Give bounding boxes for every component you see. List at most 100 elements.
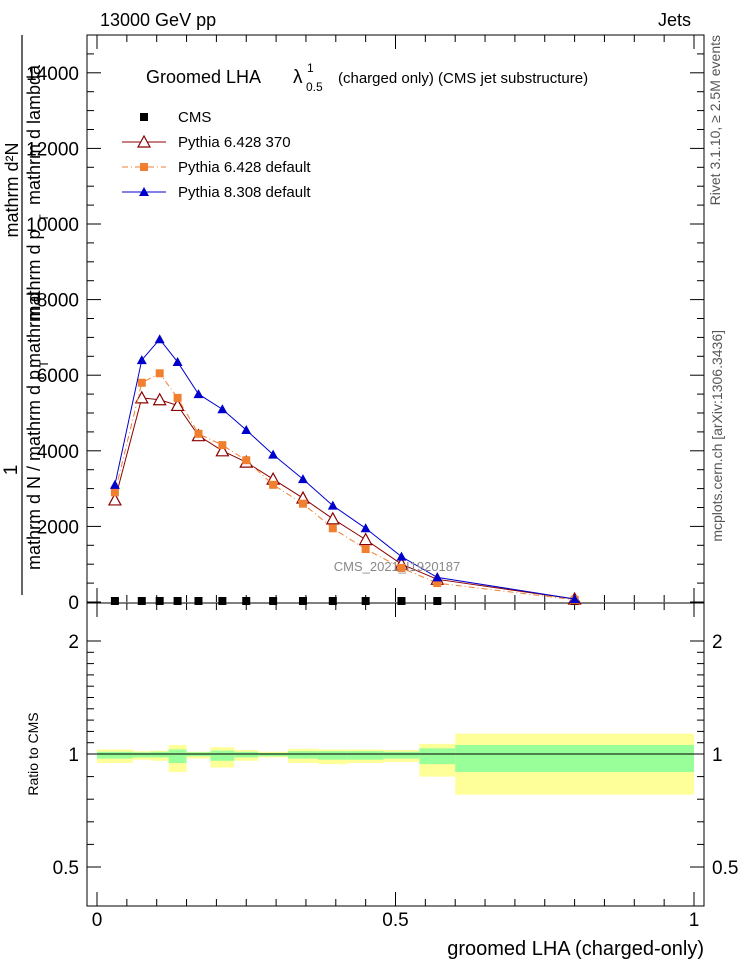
main-axes: 0 2000 4000 6000 8000 10000 12000 14000 [26, 34, 704, 614]
data-point [155, 369, 164, 378]
ratio-uncertainty-bands [97, 733, 694, 795]
ratio-band-inner [132, 752, 151, 758]
data-point [298, 597, 307, 605]
legend-label: Pythia 6.428 370 [178, 134, 291, 151]
data-point [137, 597, 146, 605]
ratio-band-inner [455, 744, 694, 773]
ratio-band-inner [383, 751, 420, 759]
data-point [361, 545, 370, 554]
plot-title-symbol: λ [293, 67, 303, 88]
legend-marker [140, 163, 148, 171]
ratio-ytick-label-right: 2 [712, 632, 723, 653]
data-point [242, 456, 251, 465]
data-point [328, 524, 337, 533]
data-point [297, 474, 308, 484]
ratio-band-inner [234, 751, 259, 758]
ratio-ytick-label-right: 0.5 [712, 858, 738, 879]
legend: CMS Pythia 6.428 370 Pythia 6.428 default P… [122, 109, 311, 201]
plot-title-sup: 1 [307, 61, 314, 75]
ratio-ytick-label: 1 [68, 745, 79, 766]
data-point [397, 563, 406, 572]
data-point [155, 597, 164, 605]
data-point [173, 393, 182, 402]
data-point [137, 378, 146, 387]
data-point [134, 390, 149, 404]
data-point [193, 389, 204, 399]
data-point [241, 425, 252, 435]
data-point [433, 579, 442, 588]
legend-marker [136, 134, 152, 148]
legend-label: Pythia 6.428 default [178, 159, 311, 176]
data-point [327, 500, 338, 510]
plot-title-sub: 0.5 [306, 80, 323, 94]
ratio-ytick-label: 2 [68, 632, 79, 653]
data-point [170, 398, 185, 412]
main-ytick-label: 8000 [37, 291, 79, 312]
ylabel-mid1: mathrm d p [24, 229, 44, 320]
data-point [569, 593, 580, 603]
data-point [154, 334, 165, 344]
ratio-axes: 0.5 0.5 1 1 2 2 0 0.5 1 [53, 603, 738, 931]
data-point [107, 492, 122, 506]
ratio-xtick-label: 0 [92, 910, 103, 931]
mcplots-label: mcplots.cern.ch [arXiv:1306.3436] [709, 330, 725, 542]
ratio-xtick-label: 0.5 [382, 910, 408, 931]
legend-label: CMS [178, 109, 211, 126]
legend-marker [139, 187, 149, 196]
data-point [218, 441, 227, 450]
series-line [114, 372, 575, 601]
data-point [269, 480, 278, 489]
data-point [242, 597, 251, 605]
main-ytick-label: 12000 [26, 139, 79, 160]
ylabel-mid2: mathrm d lambda [24, 64, 44, 205]
data-point [136, 355, 147, 365]
plot-title-main: Groomed LHA [146, 67, 261, 87]
ratio-ytick-label: 0.5 [53, 858, 79, 879]
main-ytick-label: 0 [68, 593, 79, 614]
xlabel: groomed LHA (charged-only) [447, 938, 704, 960]
data-point [215, 443, 230, 457]
data-point [269, 597, 278, 605]
data-point [172, 356, 183, 366]
data-point [358, 532, 373, 546]
data-point [218, 597, 227, 605]
ratio-band-inner [288, 751, 318, 759]
data-point [433, 597, 442, 605]
ylabel-top: mathrm d²N [2, 142, 22, 237]
ratio-band-inner [150, 751, 169, 758]
legend-label: Pythia 8.308 default [178, 184, 311, 201]
data-point [152, 392, 167, 406]
ylabel-frac-prefix: mathrm d [24, 292, 44, 368]
header-right: Jets [658, 10, 691, 30]
data-point [360, 523, 371, 533]
data-point [109, 479, 120, 489]
series-0 [110, 597, 579, 605]
ratio-ylabel: Ratio to CMS [25, 712, 41, 795]
data-point [173, 597, 182, 605]
ratio-band-inner [97, 751, 133, 759]
data-point [328, 597, 337, 605]
data-point [217, 404, 228, 414]
data-point [194, 429, 203, 438]
plot-title: Groomed LHA λ 1 0.5 (charged only) (CMS … [146, 61, 588, 94]
ylabel-bottom1-sub: T [37, 360, 51, 368]
data-point [396, 551, 407, 561]
data-point [325, 511, 340, 525]
main-ytick-label: 2000 [37, 517, 79, 538]
rivet-label: Rivet 3.1.10, ≥ 2.5M events [707, 35, 723, 205]
ratio-band-inner [347, 751, 384, 760]
ratio-band-inner [258, 752, 289, 757]
header-left: 13000 GeV pp [100, 10, 216, 30]
data-point [194, 597, 203, 605]
data-point [361, 597, 370, 605]
ylabel-mid1-sub: T [37, 214, 51, 222]
ylabel-one: 1 [1, 465, 22, 476]
ratio-band-inner [317, 751, 348, 760]
ratio-xtick-label: 1 [689, 910, 700, 931]
main-ytick-label: 4000 [37, 442, 79, 463]
data-point [110, 488, 119, 497]
data-point [110, 597, 119, 605]
ratio-ytick-label-right: 1 [712, 745, 723, 766]
